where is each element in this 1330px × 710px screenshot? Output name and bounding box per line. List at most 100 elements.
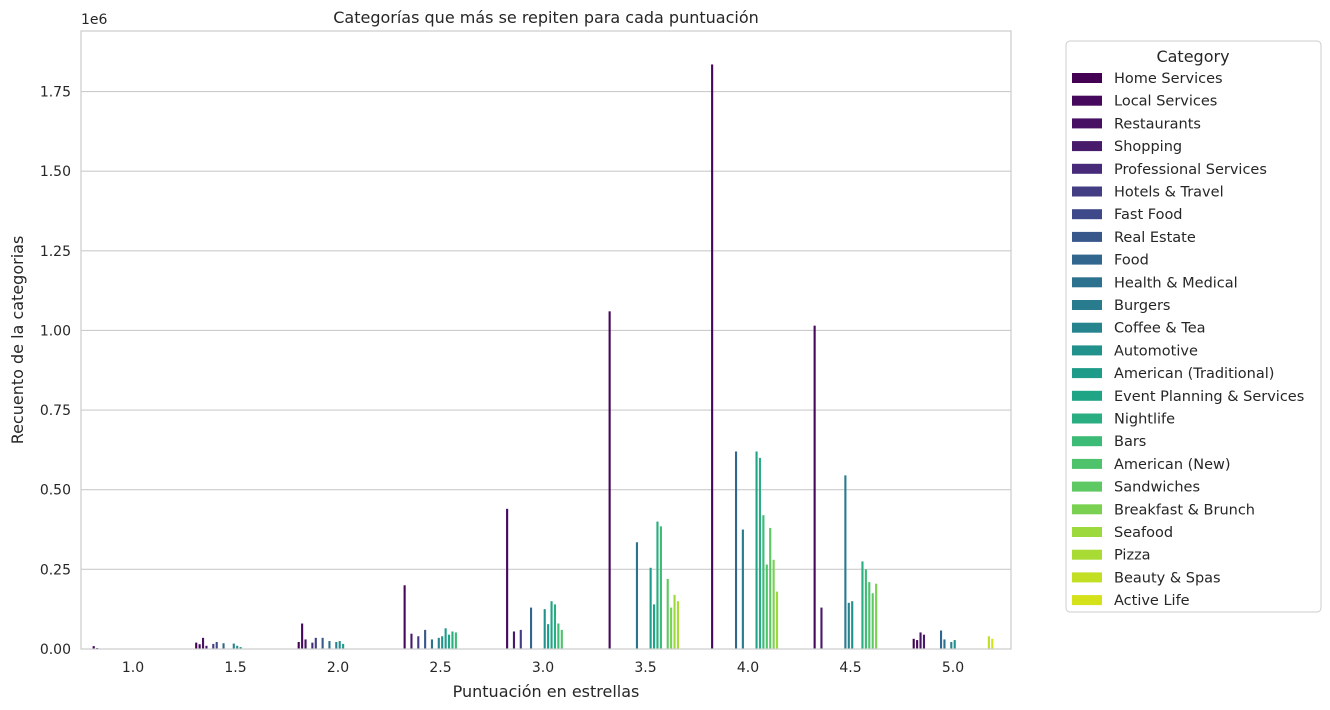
legend-label: Hotels & Travel [1114, 185, 1224, 201]
bar [844, 475, 847, 649]
legend-swatch [1072, 322, 1102, 333]
legend-swatch [1072, 95, 1102, 106]
y-tick-label: 1.25 [40, 244, 71, 260]
bar [236, 645, 239, 649]
bar [861, 561, 864, 649]
legend-swatch [1072, 254, 1102, 265]
bar [430, 639, 434, 649]
bar [919, 632, 922, 649]
bar [769, 527, 772, 649]
bar [321, 637, 324, 649]
legend-swatch [1072, 345, 1102, 356]
bar [301, 623, 304, 649]
legend-label: Event Planning & Services [1114, 389, 1304, 405]
bar [314, 637, 317, 649]
bar [550, 601, 553, 649]
bar [417, 636, 420, 649]
bar [871, 593, 874, 649]
y-tick-label: 1.00 [40, 323, 71, 339]
bar [424, 629, 427, 649]
legend-entry: Local Services [1072, 94, 1217, 110]
legend-label: Fast Food [1114, 207, 1183, 223]
legend-swatch [1072, 118, 1102, 129]
x-axis-label: Puntuación en estrellas [453, 682, 640, 701]
bar [447, 634, 451, 649]
x-tick-label: 4.5 [839, 660, 861, 676]
legend-swatch [1072, 141, 1102, 152]
bar [734, 451, 738, 649]
legend-entry: Bars [1072, 434, 1146, 450]
bar [847, 602, 850, 649]
bar [553, 604, 557, 649]
bar [991, 638, 994, 649]
legend-entry: Sandwiches [1072, 480, 1200, 496]
bar [560, 629, 563, 649]
legend-entry: Hotels & Travel [1072, 185, 1224, 201]
legend-label: Seafood [1114, 525, 1173, 541]
legend-label: Automotive [1114, 343, 1198, 359]
legend-swatch [1072, 413, 1102, 424]
legend-swatch [1072, 436, 1102, 447]
bar [922, 634, 926, 649]
bar [943, 639, 946, 649]
bar [512, 631, 516, 649]
bar [437, 637, 440, 649]
bar [335, 641, 338, 649]
bar [758, 457, 762, 649]
bar [215, 641, 218, 649]
y-tick-label: 1.75 [40, 85, 71, 101]
bar [328, 641, 331, 649]
bar [441, 636, 444, 649]
legend-entry: Restaurants [1072, 116, 1201, 132]
bar [864, 569, 867, 649]
legend-entry: Seafood [1072, 525, 1173, 541]
legend-label: Health & Medical [1114, 275, 1238, 291]
x-tick-label: 3.0 [532, 660, 554, 676]
bar [711, 64, 714, 649]
bar [820, 607, 823, 649]
legend-entry: Active Life [1072, 593, 1190, 609]
legend-entry: Burgers [1072, 298, 1171, 314]
legend-entry: Professional Services [1072, 162, 1267, 178]
bar [659, 526, 662, 649]
bar [656, 521, 659, 649]
legend-swatch [1072, 73, 1102, 83]
legend-label: Coffee & Tea [1114, 321, 1206, 337]
legend-entry: Home Services [1072, 71, 1223, 87]
bar [403, 585, 406, 649]
legend-label: Beauty & Spas [1114, 570, 1221, 586]
x-tick-label: 1.5 [224, 660, 246, 676]
legend-swatch [1072, 458, 1102, 469]
legend-label: Bars [1114, 434, 1146, 450]
bar [338, 641, 341, 649]
x-tick-labels: 1.0 1.5 2.0 2.5 3.0 3.5 4.0 4.5 5.0 [122, 660, 964, 676]
legend-swatch [1072, 481, 1102, 492]
legend-entry: Pizza [1072, 548, 1151, 564]
legend-label: Active Life [1114, 593, 1190, 609]
legend-title: Category [1156, 47, 1229, 66]
y-tick-label: 0.50 [40, 483, 71, 499]
legend-label: Real Estate [1114, 230, 1196, 246]
legend-label: Breakfast & Brunch [1114, 502, 1255, 518]
gridlines [81, 90, 1011, 650]
legend-label: Sandwiches [1114, 480, 1200, 496]
legend-entry: Automotive [1072, 343, 1198, 359]
y-tick-labels: 0.00 0.25 0.50 0.75 1.00 1.25 1.50 1.75 [40, 85, 71, 658]
legend-entry: Breakfast & Brunch [1072, 502, 1255, 518]
x-tick-label: 1.0 [122, 660, 144, 676]
legend-entry: Coffee & Tea [1072, 321, 1206, 337]
bar [762, 515, 765, 649]
legend-entry: Nightlife [1072, 412, 1175, 428]
legend-frame [1065, 40, 1322, 613]
y-axis-label: Recuento de la categorias [8, 236, 27, 445]
bar [304, 639, 307, 649]
bar [201, 637, 205, 649]
legend-label: Food [1114, 253, 1149, 269]
bar [666, 578, 669, 649]
plot-frame [80, 30, 1012, 650]
legend-entry: Beauty & Spas [1072, 570, 1221, 586]
bar [232, 643, 235, 649]
legend-swatch [1072, 390, 1102, 401]
legend-swatch [1072, 368, 1102, 379]
